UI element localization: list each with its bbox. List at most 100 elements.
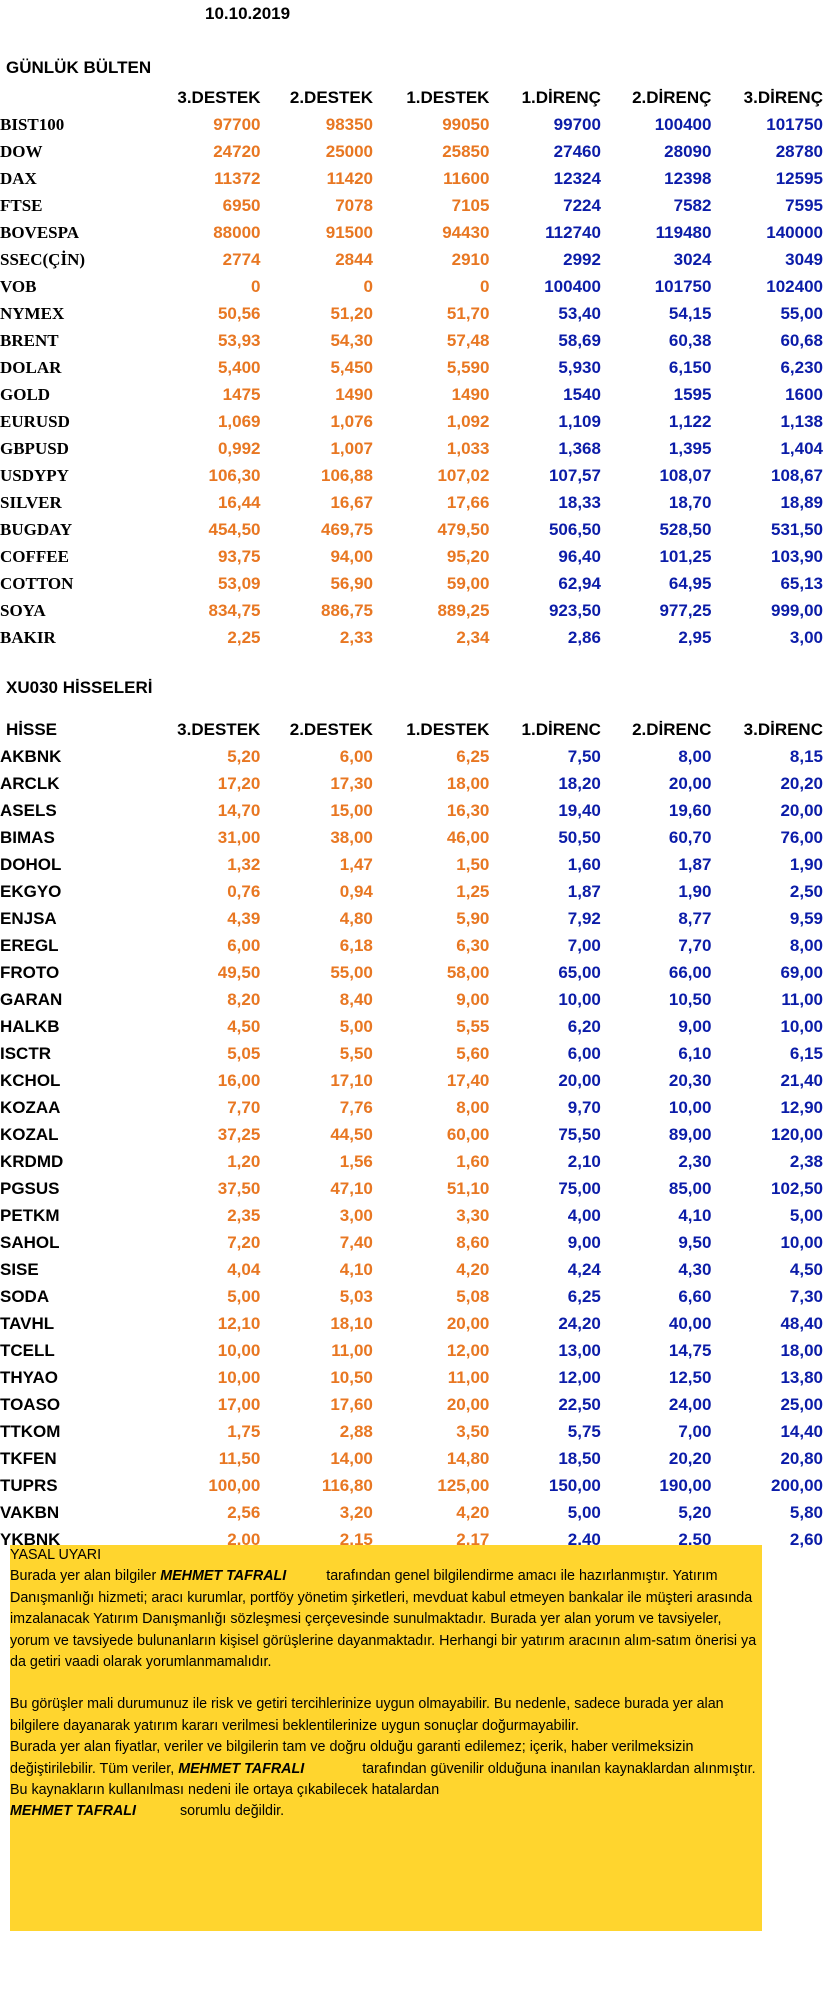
support-value: 5,00 — [339, 1017, 373, 1036]
support-value: 5,450 — [330, 358, 374, 377]
legal-paragraph-1: Burada yer alan bilgiler MEHMET TAFRALI … — [10, 1566, 762, 1673]
resistance-value: 20,20 — [668, 1449, 712, 1468]
row-label: BRENT — [0, 331, 59, 350]
support-value: 2,17 — [456, 1530, 490, 1549]
resistance-value: 4,50 — [789, 1260, 823, 1279]
support-value: 17,40 — [446, 1071, 490, 1090]
resistance-value: 65,13 — [780, 574, 823, 593]
support-value: 1,56 — [339, 1152, 373, 1171]
row-label: SODA — [0, 1287, 50, 1306]
market-levels-table: 3.DESTEK 2.DESTEK 1.DESTEK 1.DİRENÇ 2.DİRENÇ… — [0, 84, 823, 651]
support-value: 3,00 — [339, 1206, 373, 1225]
table-row: COFFEE 93,75 94,00 95,20 96,40 101,25 103,90 — [0, 543, 823, 570]
resistance-value: 531,50 — [771, 520, 823, 539]
resistance-value: 1,87 — [678, 855, 712, 874]
resistance-value: 20,00 — [668, 774, 712, 793]
support-value: 886,75 — [321, 601, 374, 620]
support-value: 834,75 — [208, 601, 261, 620]
support-value: 3,30 — [456, 1206, 490, 1225]
support-value: 5,90 — [456, 909, 490, 928]
support-value: 8,40 — [339, 990, 373, 1009]
resistance-value: 5,00 — [567, 1503, 601, 1522]
support-value: 15,00 — [330, 801, 373, 820]
support-value: 2,00 — [227, 1530, 261, 1549]
support-value: 11600 — [443, 169, 490, 188]
xu030-title: XU030 HİSSELERİ — [6, 678, 153, 697]
row-label: KOZAL — [0, 1125, 59, 1144]
resistance-value: 58,69 — [558, 331, 601, 350]
support-value: 2,25 — [227, 628, 261, 647]
table-row: DOLAR 5,400 5,450 5,590 5,930 6,150 6,230 — [0, 354, 823, 381]
row-label: TAVHL — [0, 1314, 55, 1333]
support-value: 97700 — [213, 115, 261, 134]
support-value: 454,50 — [208, 520, 261, 539]
resistance-value: 6,20 — [567, 1017, 601, 1036]
resistance-value: 1,138 — [780, 412, 823, 431]
row-label: BIST100 — [0, 115, 65, 134]
resistance-value: 20,00 — [558, 1071, 601, 1090]
table-row: BOVESPA 88000 91500 94430 112740 119480 140000 — [0, 219, 823, 246]
column-header: 3.DESTEK — [177, 720, 261, 739]
table-row: TCELL 10,00 11,00 12,00 13,00 14,75 18,00 — [0, 1337, 823, 1364]
support-value: 88000 — [213, 223, 261, 242]
bulletin-date: 10.10.2019 — [205, 4, 291, 23]
support-value: 4,04 — [227, 1260, 261, 1279]
support-value: 5,50 — [339, 1044, 373, 1063]
resistance-value: 2,40 — [567, 1530, 601, 1549]
column-header: 3.DİRENÇ — [743, 88, 823, 107]
support-value: 0 — [480, 277, 490, 296]
column-header: 2.DİRENÇ — [632, 88, 712, 107]
row-label: TKFEN — [0, 1449, 57, 1468]
row-label: ENJSA — [0, 909, 57, 928]
resistance-value: 7582 — [673, 196, 712, 215]
resistance-value: 190,00 — [659, 1476, 712, 1495]
support-value: 10,00 — [217, 1368, 261, 1387]
resistance-value: 10,00 — [780, 1017, 823, 1036]
support-value: 4,39 — [227, 909, 261, 928]
support-value: 1,092 — [446, 412, 490, 431]
row-label: GARAN — [0, 990, 63, 1009]
column-header: 2.DESTEK — [289, 720, 373, 739]
resistance-value: 24,00 — [668, 1395, 712, 1414]
row-label: COTTON — [0, 574, 74, 593]
row-label: BOVESPA — [0, 223, 80, 242]
row-label: DOW — [0, 142, 43, 161]
resistance-value: 5,75 — [567, 1422, 601, 1441]
support-value: 56,90 — [330, 574, 374, 593]
resistance-value: 18,33 — [558, 493, 601, 512]
support-value: 51,10 — [446, 1179, 490, 1198]
support-value: 889,25 — [437, 601, 490, 620]
row-label: KOZAA — [0, 1098, 61, 1117]
legal-paragraph-2: Bu görüşler mali durumunuz ile risk ve g… — [10, 1696, 724, 1734]
resistance-value: 101750 — [766, 115, 823, 134]
resistance-value: 7,50 — [567, 747, 601, 766]
row-label: SISE — [0, 1260, 39, 1279]
author-name: MEHMET TAFRALI — [178, 1760, 305, 1777]
resistance-value: 12,90 — [780, 1098, 823, 1117]
resistance-value: 2,86 — [567, 628, 601, 647]
support-value: 11,50 — [218, 1449, 261, 1468]
support-value: 11420 — [326, 169, 374, 188]
support-value: 9,00 — [456, 990, 490, 1009]
resistance-value: 24,20 — [558, 1314, 601, 1333]
resistance-value: 9,70 — [567, 1098, 601, 1117]
support-value: 20,00 — [446, 1314, 490, 1333]
support-value: 16,00 — [217, 1071, 261, 1090]
resistance-value: 8,15 — [789, 747, 823, 766]
column-header: 1.DİRENC — [521, 720, 601, 739]
resistance-value: 21,40 — [780, 1071, 823, 1090]
table-row: VAKBN 2,56 3,20 4,20 5,00 5,20 5,80 — [0, 1499, 823, 1526]
table-row: VOB 0 0 0 100400 101750 102400 — [0, 273, 823, 300]
resistance-value: 60,68 — [780, 331, 823, 350]
bulletin-title: GÜNLÜK BÜLTEN — [6, 58, 152, 77]
row-label: FTSE — [0, 196, 43, 215]
support-value: 125,00 — [437, 1476, 490, 1495]
table-row: EKGYO 0,76 0,94 1,25 1,87 1,90 2,50 — [0, 878, 823, 905]
column-header: 1.DESTEK — [406, 720, 490, 739]
resistance-value: 27460 — [553, 142, 601, 161]
table-row: FTSE 6950 7078 7105 7224 7582 7595 — [0, 192, 823, 219]
support-value: 2,15 — [339, 1530, 373, 1549]
resistance-value: 112740 — [545, 223, 601, 242]
support-value: 4,20 — [456, 1503, 490, 1522]
resistance-value: 28780 — [775, 142, 823, 161]
